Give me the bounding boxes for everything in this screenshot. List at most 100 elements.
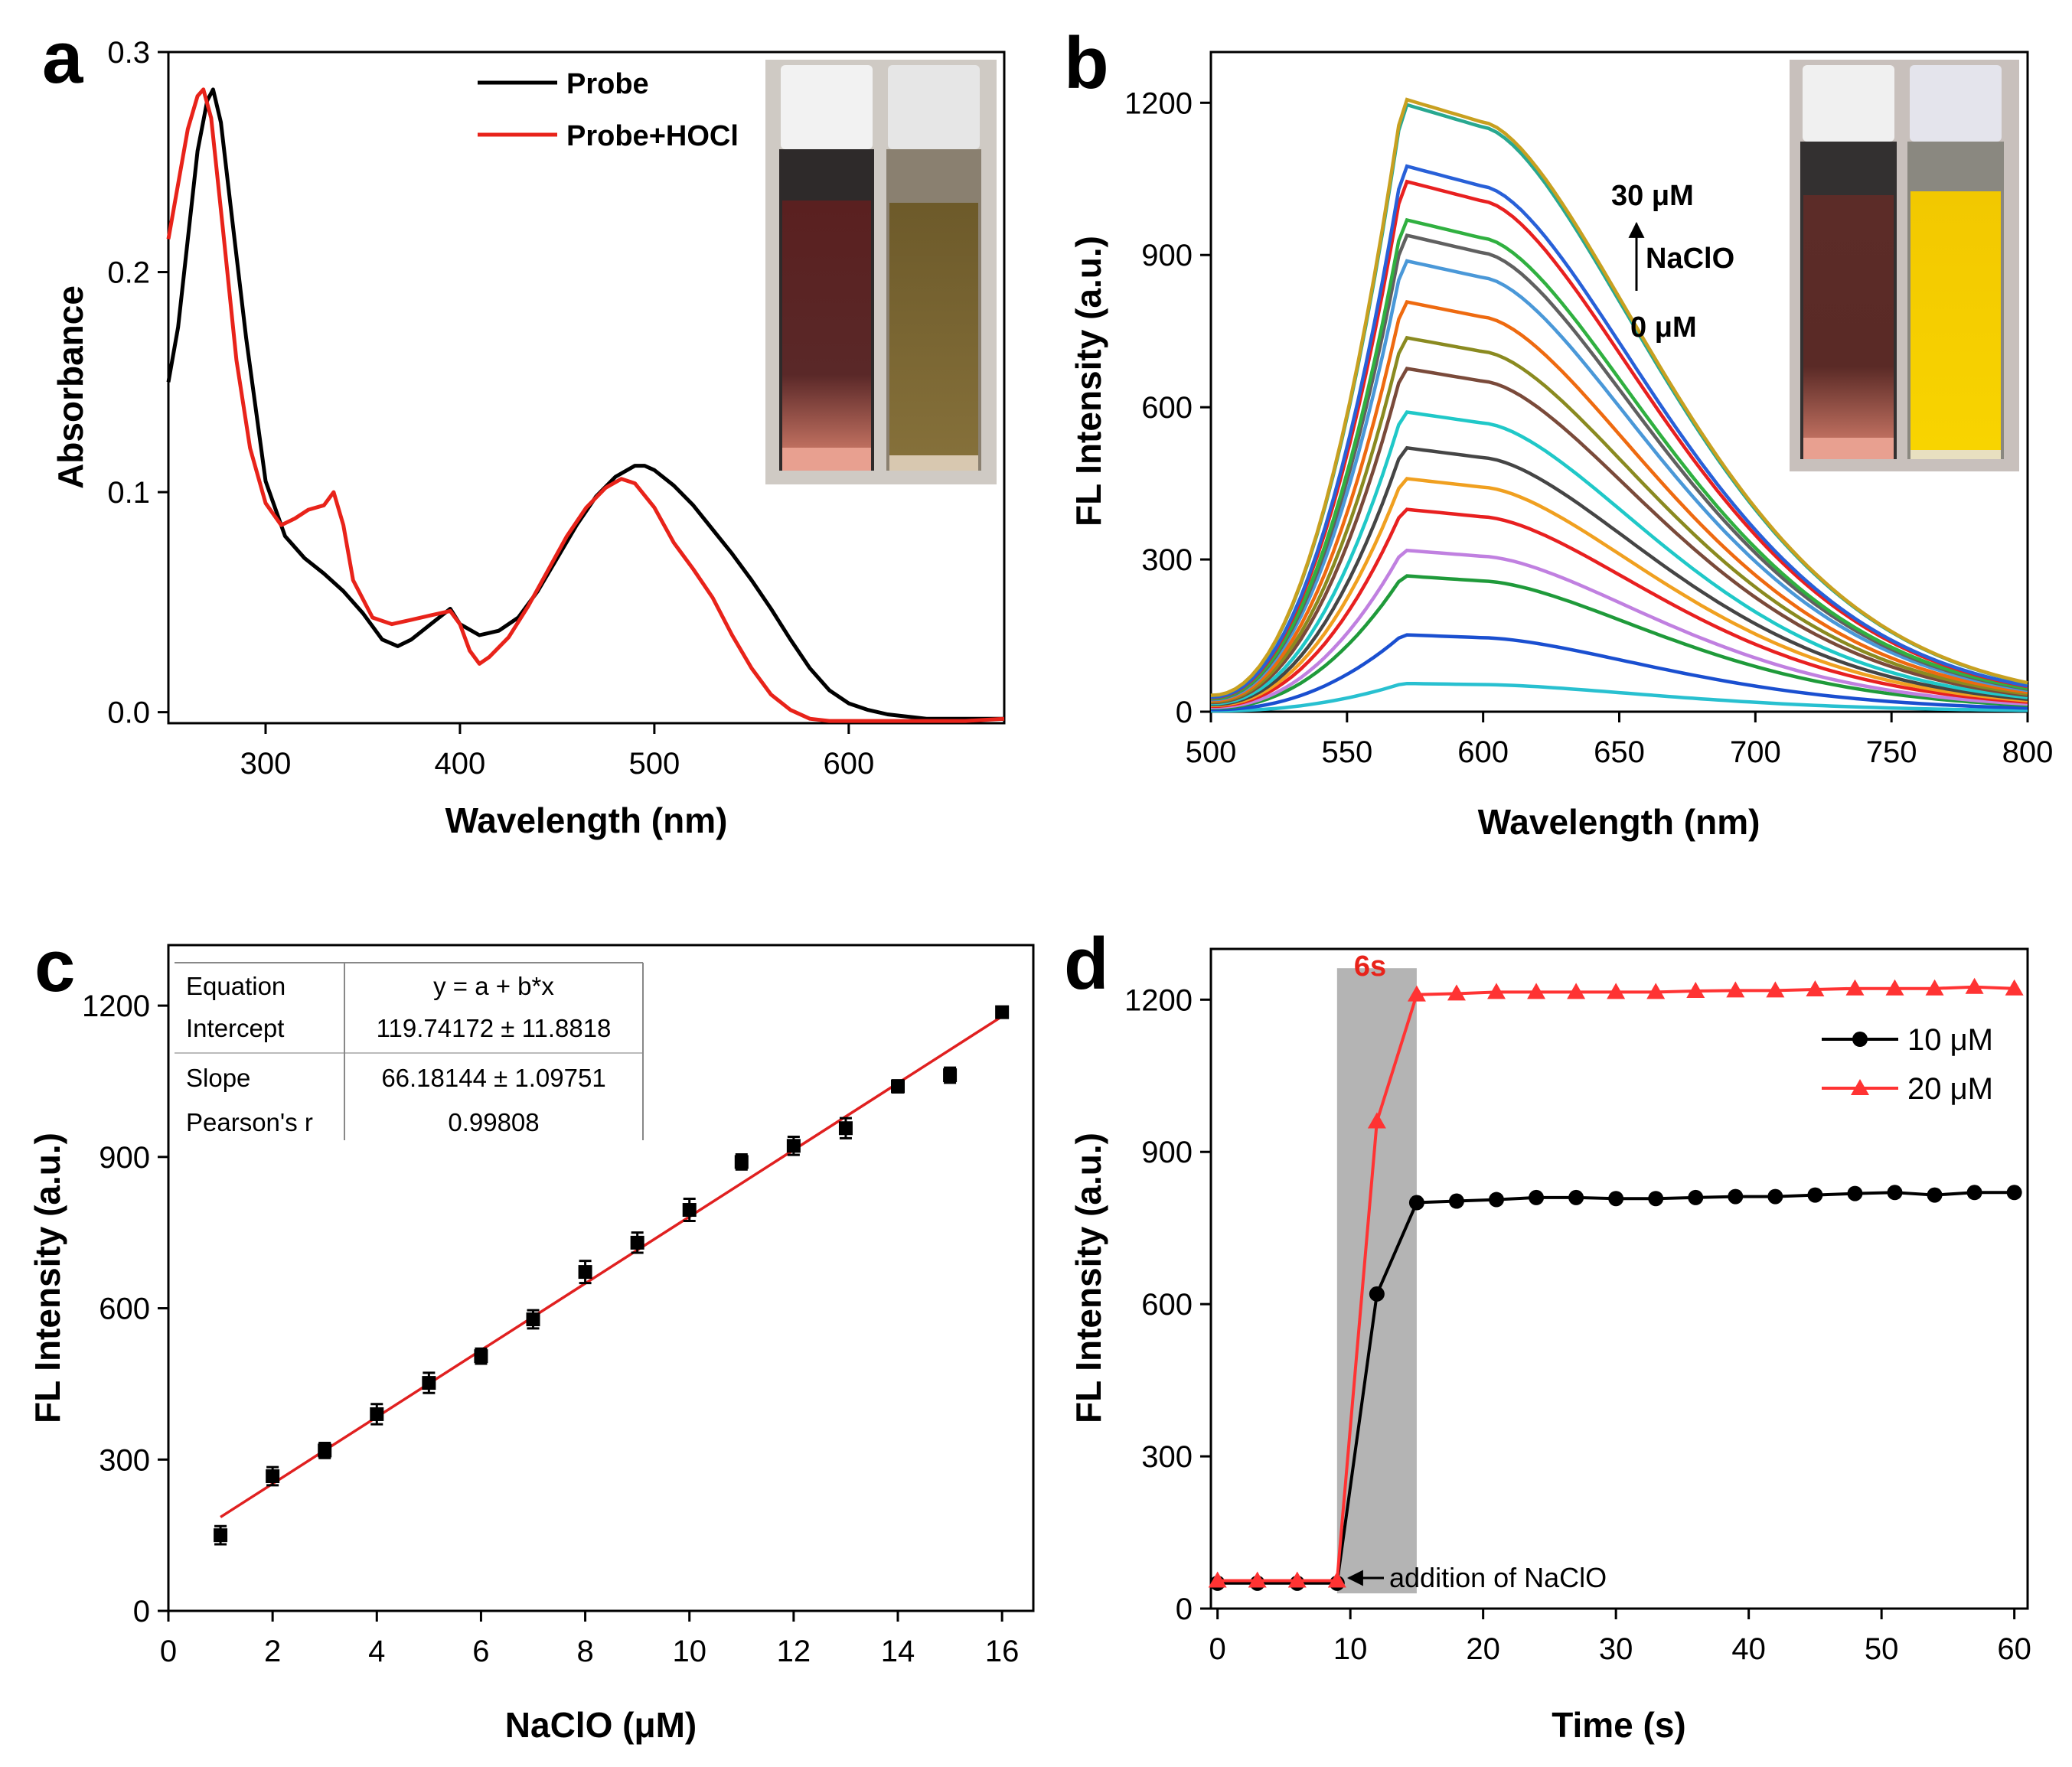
table-value-slope: 66.18144 ± 1.09751 [381, 1064, 605, 1092]
axis-ticks-b: 500 550 600 650 700 750 800 0 300 600 900 1200 [1124, 86, 2053, 769]
inset-photo-b [1790, 60, 2019, 471]
marker-20um [2005, 979, 2024, 996]
reaction-time-label: 6s [1354, 950, 1386, 983]
legend-label-20um: 20 μM [1907, 1072, 1993, 1106]
axis-ticks-a: 300 400 500 600 0.0 0.1 0.2 0.3 [107, 36, 874, 781]
c-ytick-label: 900 [99, 1141, 150, 1175]
marker-20um [1646, 983, 1666, 999]
d-xtick-label: 10 [1333, 1632, 1368, 1666]
data-point [943, 1068, 958, 1083]
legend-label-probe: Probe [566, 68, 649, 100]
emission-curve [1210, 217, 2028, 701]
d-xtick-label: 60 [1997, 1632, 2031, 1666]
marker-20um [1567, 983, 1586, 999]
linear-fit-line [220, 1015, 1003, 1518]
b-xtick-label: 550 [1321, 735, 1372, 769]
panel-b: b 500 550 600 650 700 750 800 0 300 600 900 1200 Wa… [1064, 22, 2053, 842]
emission-curve [1210, 367, 2028, 705]
c-xtick-label: 16 [985, 1635, 1020, 1668]
fit-line-c [220, 1015, 1003, 1518]
data-point [266, 1469, 280, 1484]
marker-10um [1608, 1191, 1624, 1207]
data-series-a [166, 87, 1005, 723]
b-xtick-label: 750 [1866, 735, 1917, 769]
d-ytick-label: 0 [1176, 1593, 1193, 1626]
a-ytick-label: 0.3 [107, 36, 150, 70]
marker-20um [1845, 979, 1865, 996]
emission-curve [1210, 179, 2028, 699]
b-ytick-label: 900 [1141, 239, 1193, 272]
marker-20um [1806, 980, 1825, 997]
data-point [630, 1235, 644, 1250]
y-axis-title-d: FL Intensity (a.u.) [1069, 1133, 1108, 1423]
a-xtick-label: 500 [629, 747, 680, 781]
b-xtick-label: 700 [1730, 735, 1781, 769]
table-label-equation: Equation [186, 972, 286, 1000]
marker-10um [1847, 1185, 1863, 1201]
addition-annotation: addition of NaClO [1346, 1562, 1607, 1593]
marker-20um [1726, 981, 1745, 998]
marker-20um [1925, 979, 1944, 996]
y-axis-title-a: Absorbance [51, 285, 90, 489]
emission-curve [1210, 410, 2028, 706]
data-point [370, 1407, 384, 1421]
panel-c: c 0 2 4 6 8 10 12 14 16 0 300 600 900 1200 NaClO (μM)… [28, 925, 1035, 1745]
c-xtick-label: 4 [368, 1635, 385, 1668]
emission-curve [1210, 233, 2028, 701]
x-axis-title-a: Wavelength (nm) [445, 800, 728, 840]
data-point [474, 1349, 488, 1364]
marker-20um [1407, 985, 1426, 1002]
b-xtick-label: 600 [1457, 735, 1509, 769]
marker-20um [1885, 979, 1904, 996]
data-points-c [214, 1005, 1010, 1546]
a-xtick-label: 300 [240, 747, 292, 781]
marker-10um [1369, 1286, 1385, 1302]
c-xtick-label: 10 [672, 1635, 706, 1668]
marker-20um [1527, 983, 1546, 999]
marker-10um [1568, 1189, 1584, 1205]
annotation-middle-label: NaClO [1646, 243, 1734, 275]
a-xtick-label: 400 [435, 747, 486, 781]
c-xtick-label: 2 [264, 1635, 281, 1668]
b-xtick-label: 650 [1594, 735, 1645, 769]
b-ytick-label: 300 [1141, 543, 1193, 577]
cuvette-hocl-solution [889, 203, 978, 455]
y-axis-title-c: FL Intensity (a.u.) [28, 1133, 67, 1423]
data-series-d [1208, 977, 2024, 1591]
marker-10um [1529, 1189, 1545, 1205]
data-series-b [1210, 97, 2028, 713]
b-ytick-label: 600 [1141, 391, 1193, 425]
data-point [891, 1079, 905, 1094]
legend-a: Probe Probe+HOCl [478, 68, 739, 152]
panel-a: a 300 400 500 600 0.0 0.1 0.2 0.3 Wavelength (n… [42, 17, 1006, 840]
b-xtick-label: 500 [1186, 735, 1237, 769]
cuvette-nacl-base [1910, 450, 2001, 459]
c-xtick-label: 6 [472, 1635, 489, 1668]
data-point [526, 1312, 540, 1327]
legend-label-probe-hocl: Probe+HOCl [566, 120, 739, 152]
d-ytick-label: 300 [1141, 1440, 1193, 1474]
marker-10um [1688, 1189, 1704, 1205]
emission-curve [1210, 259, 2028, 702]
b-xtick-label: 800 [2002, 735, 2054, 769]
emission-curve [1210, 300, 2028, 703]
cuvette-hocl-base [889, 455, 978, 471]
legend-marker-20um [1851, 1079, 1869, 1095]
marker-20um [1447, 984, 1466, 1001]
a-ytick-label: 0.1 [107, 476, 150, 510]
cuvette-nacl-solution [1910, 191, 2001, 452]
a-xtick-label: 600 [823, 747, 874, 781]
cuvette-probe-base [782, 448, 871, 471]
plot-frame-d [1209, 947, 2029, 1610]
panel-letter-a: a [42, 17, 83, 99]
cuvette-cap-hocl [888, 65, 980, 149]
c-xtick-label: 14 [881, 1635, 915, 1668]
marker-20um [1487, 983, 1506, 999]
d-ytick-label: 900 [1141, 1136, 1193, 1169]
panel-letter-b: b [1064, 22, 1109, 104]
emission-curve [1210, 633, 2028, 712]
emission-curve [1210, 445, 2028, 707]
marker-20um [1766, 981, 1785, 998]
data-point [734, 1155, 749, 1169]
